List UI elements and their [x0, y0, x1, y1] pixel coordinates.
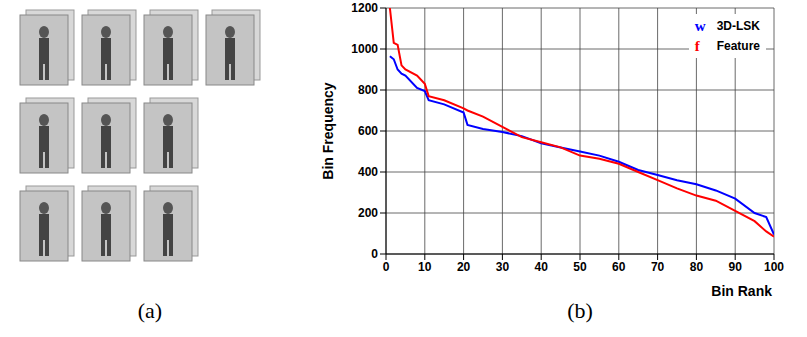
- svg-text:50: 50: [573, 260, 587, 274]
- html-text:w: w: [694, 17, 706, 34]
- svg-text:0: 0: [371, 247, 378, 261]
- svg-text:100: 100: [764, 260, 784, 274]
- svg-text:1000: 1000: [351, 42, 378, 56]
- svg-text:60: 60: [612, 260, 626, 274]
- svg-text:800: 800: [358, 83, 378, 97]
- svg-text:600: 600: [358, 124, 378, 138]
- svg-text:Bin Rank: Bin Rank: [711, 283, 772, 298]
- svg-text:0: 0: [383, 260, 390, 274]
- svg-text:70: 70: [651, 260, 665, 274]
- svg-text:90: 90: [729, 260, 743, 274]
- svg-text:1200: 1200: [351, 1, 378, 15]
- html-text:(a): (a): [137, 298, 163, 323]
- svg-text:400: 400: [358, 165, 378, 179]
- svg-text:20: 20: [457, 260, 471, 274]
- svg-text:10: 10: [418, 260, 432, 274]
- html-text:f: f: [694, 37, 700, 54]
- svg-text:30: 30: [496, 260, 510, 274]
- html-text:(b): (b): [567, 298, 593, 323]
- svg-text:40: 40: [535, 260, 549, 274]
- html-text:Feature: Feature: [716, 39, 760, 53]
- html-text:3D-LSK: 3D-LSK: [716, 19, 760, 33]
- svg-text:200: 200: [358, 206, 378, 220]
- svg-text:Bin Frequency: Bin Frequency: [320, 82, 336, 179]
- svg-text:80: 80: [690, 260, 704, 274]
